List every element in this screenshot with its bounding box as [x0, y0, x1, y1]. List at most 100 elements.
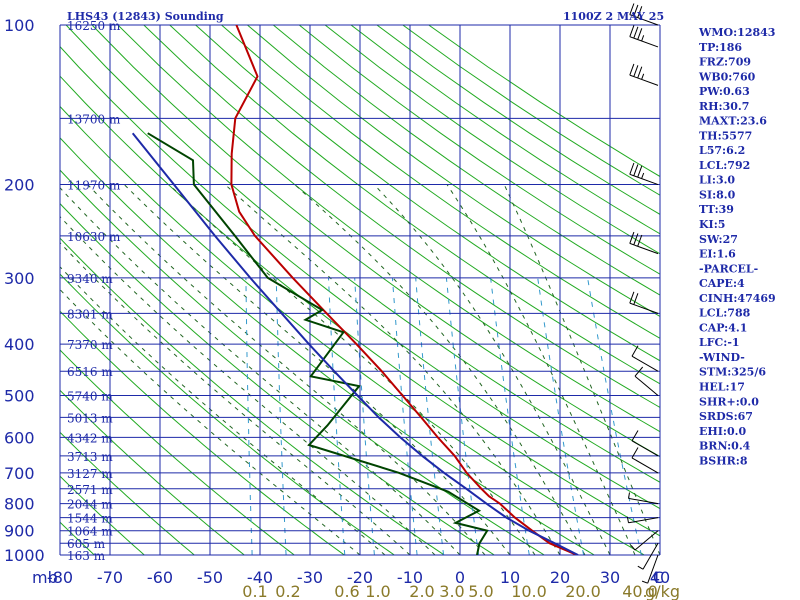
index-line: LCL:792	[699, 159, 750, 172]
moist-adiabat	[123, 184, 511, 555]
height-label: 11970 m	[67, 179, 121, 193]
height-label: 2044 m	[67, 498, 113, 512]
temperature-unit-label: C	[653, 568, 664, 587]
height-label: 2571 m	[67, 483, 113, 497]
height-label: 8301 m	[67, 307, 113, 321]
index-line: PW:0.63	[699, 85, 750, 98]
height-label: 1064 m	[67, 525, 113, 539]
moist-adiabat	[60, 266, 386, 555]
mixing-ratio-unit-label: g/kg	[645, 582, 680, 600]
pressure-unit-label: mb	[32, 568, 58, 587]
mixing-ratio-label: 5.0	[468, 582, 493, 600]
wind-barb	[629, 162, 659, 186]
temperature-tick-label: 20	[550, 568, 570, 587]
temperature-tick-label: 10	[500, 568, 520, 587]
temperature-tick-label: -60	[147, 568, 173, 587]
temperature-tick-label: -70	[97, 568, 123, 587]
height-label: 5740 m	[67, 389, 113, 403]
mixing-ratio-label: 20.0	[565, 582, 601, 600]
index-line: TH:5577	[699, 129, 752, 142]
dry-adiabat	[60, 389, 245, 555]
height-label: 163 m	[67, 549, 106, 563]
pressure-tick-label: 200	[4, 176, 35, 195]
index-line: CINH:47469	[699, 292, 776, 305]
height-label: 16250 m	[67, 19, 121, 33]
index-line: BRN:0.4	[699, 440, 751, 453]
index-line: EI:1.6	[699, 248, 736, 261]
chart-time: 1100Z 2 MAY 25	[563, 10, 664, 23]
dry-adiabat	[60, 273, 395, 555]
index-line: RH:30.7	[699, 100, 749, 113]
index-line: LI:3.0	[699, 174, 735, 187]
height-label: 3713 m	[67, 450, 113, 464]
pressure-tick-label: 800	[4, 495, 35, 514]
wind-barb	[628, 492, 659, 505]
dry-adiabat	[91, 25, 660, 458]
temperature-tick-label: -10	[397, 568, 423, 587]
moist-adiabat	[60, 215, 436, 555]
index-line: LCL:788	[699, 307, 751, 320]
index-line: -PARCEL-	[699, 262, 758, 275]
index-line: -WIND-	[699, 351, 745, 364]
pressure-tick-label: 100	[4, 16, 35, 35]
wind-barb	[629, 3, 659, 26]
pressure-tick-label: 300	[4, 269, 35, 288]
mixing-ratio-label: 0.1	[242, 582, 267, 600]
wind-barb	[629, 231, 659, 255]
index-line: WB0:760	[698, 70, 756, 83]
index-line: SHR+:0.0	[699, 395, 759, 408]
chart-title: LHS43 (12843) Sounding	[67, 10, 224, 23]
index-line: WMO:12843	[698, 26, 775, 39]
dewpoint-trace	[147, 132, 489, 555]
pressure-tick-label: 600	[4, 428, 35, 447]
index-line: MAXT:23.6	[699, 115, 767, 128]
dry-adiabat	[60, 75, 660, 537]
mixing-ratio-line	[275, 277, 287, 555]
mixing-ratio-label: 1.0	[365, 582, 390, 600]
wind-barb	[631, 430, 659, 457]
index-line: SI:8.0	[699, 188, 736, 201]
wind-barb	[634, 366, 659, 396]
index-line: L57:6.2	[699, 144, 745, 157]
temperature-trace	[230, 25, 578, 555]
pressure-tick-label: 1000	[4, 546, 45, 565]
moist-adiabat	[87, 184, 486, 555]
pressure-tick-label: 400	[4, 335, 35, 354]
index-line: FRZ:709	[699, 56, 751, 69]
mixing-ratio-label: 0.6	[334, 582, 359, 600]
temperature-tick-label: 30	[600, 568, 620, 587]
mixing-ratio-label: 3.0	[439, 582, 464, 600]
height-label: 10630 m	[67, 230, 121, 244]
height-label: 3127 m	[67, 467, 113, 481]
temperature-tick-label: -30	[297, 568, 323, 587]
pressure-tick-label: 700	[4, 464, 35, 483]
mixing-ratio-label: 2.0	[409, 582, 434, 600]
parcel-trace	[131, 132, 579, 555]
index-line: BSHR:8	[699, 454, 748, 467]
wind-barb	[631, 345, 659, 372]
moist-adiabat	[224, 184, 561, 555]
wind-barb	[629, 291, 659, 314]
dry-adiabat	[60, 45, 660, 510]
moist-adiabat	[294, 184, 586, 555]
index-line: CAP:4.1	[699, 321, 747, 334]
wind-barb	[629, 25, 659, 48]
temperature-tick-label: -50	[197, 568, 223, 587]
temperature-tick-label: 0	[455, 568, 465, 587]
index-line: SW:27	[699, 233, 738, 246]
temperature-tick-label: -20	[347, 568, 373, 587]
wind-barb	[637, 542, 659, 570]
moist-adiabat	[373, 184, 611, 555]
index-line: CAPE:4	[699, 277, 745, 290]
temperature-tick-label: 40	[650, 568, 670, 587]
index-line: KI:5	[699, 218, 725, 231]
index-line: TP:186	[699, 41, 742, 54]
wind-barb	[631, 447, 659, 474]
height-label: 7370 m	[67, 338, 113, 352]
height-label: 13700 m	[67, 112, 121, 126]
height-label: 4342 m	[67, 431, 113, 445]
mixing-ratio-label: 40.0	[622, 582, 658, 600]
wind-barb	[630, 530, 659, 551]
